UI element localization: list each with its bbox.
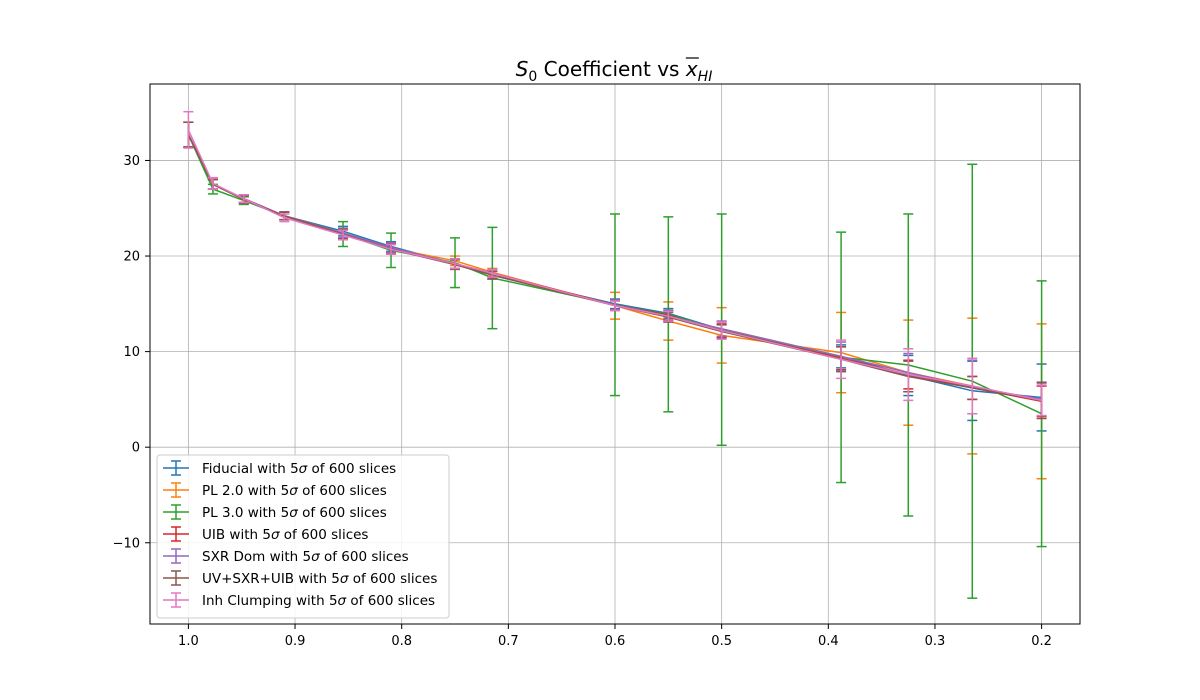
x-tick-label: 0.8 (391, 634, 412, 649)
legend-label-prefix: PL 3.0 with 5 (202, 505, 289, 521)
legend-label-prefix: PL 2.0 with 5 (202, 483, 289, 499)
legend-item: PL 3.0 with 5σ of 600 slices (163, 504, 387, 521)
title-x: x (685, 57, 698, 81)
legend-label-sigma: σ (311, 549, 320, 565)
y-tick-label: −10 (113, 536, 140, 551)
legend-label-sigma: σ (338, 593, 347, 609)
legend-label: Fiducial with 5σ of 600 slices (202, 461, 396, 477)
legend-item: PL 2.0 with 5σ of 600 slices (163, 482, 387, 499)
legend-label-suffix: of 600 slices (307, 461, 396, 477)
x-tick-label: 0.2 (1031, 634, 1052, 649)
legend-item: Inh Clumping with 5σ of 600 slices (163, 592, 435, 609)
legend-label-sigma: σ (289, 505, 298, 521)
legend-label-prefix: Inh Clumping with 5 (202, 593, 338, 609)
y-tick-label: 0 (132, 441, 140, 456)
legend-item: SXR Dom with 5σ of 600 slices (163, 548, 409, 565)
legend-label-prefix: Fiducial with 5 (202, 461, 299, 477)
x-tick-label: 0.5 (711, 634, 732, 649)
legend-item: UV+SXR+UIB with 5σ of 600 slices (163, 570, 437, 587)
legend-item: UIB with 5σ of 600 slices (163, 526, 368, 543)
title-x-sub: HI (698, 69, 713, 85)
legend-label-suffix: of 600 slices (298, 483, 387, 499)
legend-label-prefix: UIB with 5 (202, 527, 271, 543)
legend-label-suffix: of 600 slices (280, 527, 369, 543)
series-inh-clumping (183, 110, 1047, 417)
title-s-sub: 0 (528, 69, 537, 85)
legend-item: Fiducial with 5σ of 600 slices (163, 460, 396, 477)
series-layer (183, 110, 1047, 599)
legend-label-prefix: UV+SXR+UIB with 5 (202, 571, 340, 587)
legend-label-sigma: σ (289, 483, 298, 499)
legend-label-prefix: SXR Dom with 5 (202, 549, 311, 565)
legend-label: PL 3.0 with 5σ of 600 slices (202, 505, 387, 521)
title-mid: Coefficient vs (537, 57, 686, 81)
title-s: S (516, 57, 529, 81)
legend-label: UIB with 5σ of 600 slices (202, 527, 368, 543)
legend-label-suffix: of 600 slices (346, 593, 435, 609)
x-tick-label: 0.7 (498, 634, 519, 649)
axes: 1.0 0.9 0.8 0.7 0.6 0.5 0.4 0.3 0.2 −10 0 10 20 30 (113, 154, 1052, 649)
x-tick-label: 0.6 (605, 634, 626, 649)
x-tick-label: 0.3 (925, 634, 946, 649)
x-tick-label: 0.9 (285, 634, 306, 649)
legend-label-sigma: σ (340, 571, 349, 587)
legend-label: UV+SXR+UIB with 5σ of 600 slices (202, 571, 437, 587)
legend-label-sigma: σ (299, 461, 308, 477)
y-tick-label: 20 (123, 250, 140, 265)
legend-label-suffix: of 600 slices (320, 549, 409, 565)
legend-label: PL 2.0 with 5σ of 600 slices (202, 483, 387, 499)
y-tick-label: 10 (123, 345, 140, 360)
x-tick-label: 0.4 (818, 634, 839, 649)
legend-label: SXR Dom with 5σ of 600 slices (202, 549, 409, 565)
legend-box (156, 454, 450, 619)
legend-label-suffix: of 600 slices (348, 571, 437, 587)
chart-title: S0 Coefficient vs xHI (516, 57, 713, 85)
x-tick-label: 1.0 (178, 634, 199, 649)
legend-label-suffix: of 600 slices (298, 505, 387, 521)
legend-label: Inh Clumping with 5σ of 600 slices (202, 593, 435, 609)
legend-label-sigma: σ (271, 527, 280, 543)
y-tick-label: 30 (123, 154, 140, 169)
